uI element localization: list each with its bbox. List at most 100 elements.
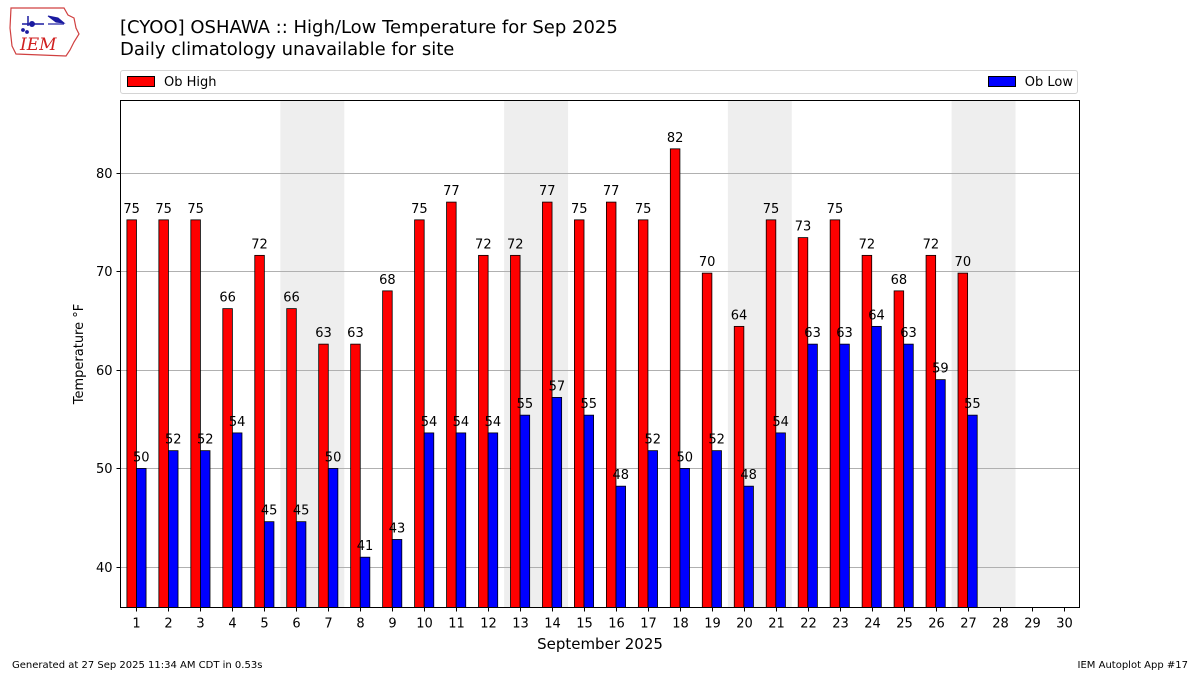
data-label-low: 45	[293, 504, 310, 519]
data-label-low: 54	[229, 415, 246, 430]
data-label-high: 72	[507, 237, 524, 252]
logo-text: IEM	[19, 35, 57, 55]
x-tick-label: 28	[992, 617, 1009, 632]
bar-high	[765, 219, 777, 608]
x-tick-label: 16	[608, 617, 625, 632]
chart-title: [CYOO] OSHAWA :: High/Low Temperature fo…	[120, 17, 618, 61]
data-label-low: 45	[261, 504, 278, 519]
weather-station-icon	[21, 15, 66, 34]
data-label-high: 77	[603, 184, 620, 199]
bar-low	[583, 414, 595, 608]
data-label-high: 70	[699, 255, 716, 270]
data-label-high: 75	[411, 202, 428, 217]
data-label-high: 75	[635, 202, 652, 217]
bar-low	[295, 521, 307, 608]
data-label-low: 50	[325, 450, 342, 465]
bar-low	[647, 450, 658, 608]
legend-item-high: Ob High	[127, 75, 217, 90]
data-label-low: 48	[740, 468, 757, 483]
plot-frame	[120, 100, 1080, 608]
data-label-high: 72	[859, 237, 876, 252]
bar-low	[263, 521, 275, 608]
bar-high	[414, 219, 425, 608]
data-label-high: 72	[923, 237, 940, 252]
data-label-high: 64	[731, 308, 748, 323]
bar-low	[839, 343, 850, 608]
data-label-high: 77	[443, 184, 460, 199]
bar-high	[350, 343, 361, 608]
x-axis-label: September 2025	[537, 635, 663, 653]
x-tick-label: 13	[512, 617, 529, 632]
data-label-low: 50	[133, 450, 150, 465]
grid-lines	[120, 173, 1080, 568]
bar-high	[797, 237, 809, 608]
bar-high	[158, 219, 169, 608]
data-label-high: 82	[667, 131, 684, 146]
bar-high	[829, 219, 841, 608]
data-label-low: 55	[581, 397, 598, 412]
x-tick-label: 30	[1056, 617, 1073, 632]
bar-low	[743, 485, 754, 608]
data-label-high: 75	[155, 202, 172, 217]
legend-label-high: Ob High	[164, 75, 217, 90]
legend-swatch-low	[987, 76, 1016, 87]
x-tick-label: 1	[132, 617, 140, 632]
bar-high	[605, 201, 617, 608]
data-label-low: 54	[772, 415, 789, 430]
data-label-high: 63	[315, 326, 332, 341]
x-tick-label: 17	[640, 617, 657, 632]
x-tick-label: 5	[260, 617, 268, 632]
data-label-high: 75	[827, 202, 844, 217]
data-label-high: 75	[123, 202, 140, 217]
x-tick-label: 4	[228, 617, 236, 632]
data-label-high: 63	[347, 326, 364, 341]
data-label-low: 63	[900, 326, 917, 341]
bar-low	[967, 414, 978, 608]
data-label-high: 75	[763, 202, 780, 217]
x-tick-label: 3	[196, 617, 204, 632]
legend-swatch-high	[127, 76, 155, 87]
data-label-high: 68	[379, 273, 396, 288]
bar-low	[807, 343, 818, 608]
bar-high	[478, 254, 489, 608]
x-tick-label: 24	[864, 617, 881, 632]
bars	[126, 148, 978, 608]
iem-logo: IEM	[9, 7, 80, 57]
x-tick-label: 18	[672, 617, 689, 632]
data-label-low: 52	[197, 433, 214, 448]
bar-low	[519, 414, 531, 608]
bar-low	[327, 468, 339, 608]
x-tick-label: 11	[448, 617, 465, 632]
data-label-high: 77	[539, 184, 556, 199]
bar-high	[542, 201, 553, 608]
x-tick-label: 7	[324, 617, 332, 632]
bar-high	[733, 325, 745, 608]
bar-high	[669, 148, 681, 608]
x-tick-label: 9	[388, 617, 396, 632]
y-axis-label: Temperature °F	[72, 304, 87, 405]
data-label-high: 66	[219, 291, 236, 306]
bar-low	[871, 325, 882, 608]
x-tick-label: 20	[736, 617, 753, 632]
data-label-high: 68	[891, 273, 908, 288]
data-label-low: 50	[676, 450, 693, 465]
data-label-high: 75	[571, 202, 588, 217]
bar-low	[391, 539, 403, 608]
x-tick-label: 15	[576, 617, 593, 632]
x-tick-label: 26	[928, 617, 945, 632]
x-tick-label: 22	[800, 617, 817, 632]
data-label-low: 64	[868, 308, 885, 323]
title-line-2: Daily climatology unavailable for site	[120, 39, 455, 60]
bar-high	[126, 219, 137, 608]
data-label-low: 59	[932, 362, 949, 377]
data-label-high: 73	[795, 220, 812, 235]
x-tick-label: 27	[960, 617, 977, 632]
footer-app: IEM Autoplot App #17	[1077, 660, 1188, 671]
y-tick-label: 40	[96, 561, 113, 576]
bar-low	[455, 432, 467, 608]
legend-label-low: Ob Low	[1024, 75, 1073, 90]
bar-low	[423, 432, 435, 608]
data-label-low: 48	[613, 468, 630, 483]
